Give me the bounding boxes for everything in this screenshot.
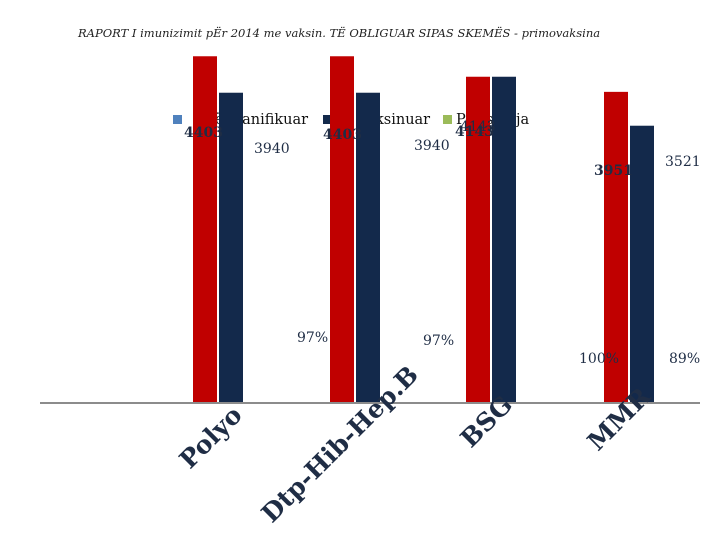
legend-extra-marker	[173, 115, 182, 124]
bar-vaccinated-0	[219, 92, 243, 403]
label-coverage-3: 89%	[669, 351, 700, 367]
bar-planned-1	[330, 56, 354, 404]
label-coverage-2: 100%	[579, 351, 619, 367]
label-planned-1: 4403	[323, 127, 362, 143]
bars-group	[193, 56, 654, 404]
label-planned-0: 4403	[184, 125, 223, 141]
label-vaccinated-1: 3940	[414, 138, 450, 154]
category-labels-group: Polyo Dtp-Hib-Hep.B BSG MMR	[174, 360, 656, 528]
chart-title: RAPORT I imunizimit pËr 2014 me vaksin. …	[77, 26, 600, 40]
bar-vaccinated-1	[356, 92, 380, 403]
label-planned-3: 3951	[594, 163, 633, 179]
bar-vaccinated-2	[492, 76, 516, 404]
legend-marker-coverage	[443, 115, 452, 124]
label-coverage-0: 97%	[297, 330, 328, 346]
label-vaccinated-2: 4143	[460, 119, 496, 135]
label-coverage-1: 97%	[423, 333, 454, 349]
label-planned-2: 4143	[455, 124, 494, 140]
label-vaccinated-3: 3521	[665, 154, 701, 170]
bar-planned-3	[604, 91, 628, 403]
label-vaccinated-0: 3940	[254, 141, 290, 157]
bar-vaccinated-3	[630, 125, 654, 403]
bar-planned-2	[466, 76, 490, 404]
bar-planned-0	[193, 56, 217, 404]
legend-marker-vaccinated	[323, 115, 332, 124]
category-label-0: Polyo	[174, 400, 248, 474]
